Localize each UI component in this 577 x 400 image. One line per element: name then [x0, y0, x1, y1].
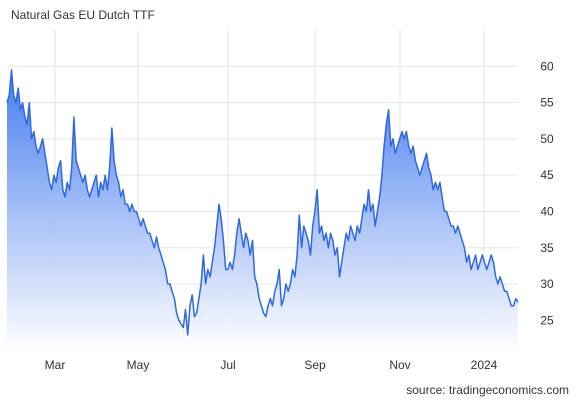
x-tick-label: May	[127, 358, 150, 372]
x-tick-label: Nov	[389, 358, 410, 372]
x-tick-label: 2024	[471, 358, 498, 372]
y-tick-label: 60	[540, 59, 554, 73]
y-tick-label: 40	[540, 204, 554, 218]
y-tick-label: 30	[540, 277, 554, 291]
y-tick-label: 45	[540, 168, 554, 182]
x-tick-label: Sep	[304, 358, 326, 372]
chart-title: Natural Gas EU Dutch TTF	[11, 8, 155, 22]
y-tick-label: 25	[540, 313, 554, 327]
series-line	[6, 69, 519, 336]
x-tick-label: Mar	[45, 358, 66, 372]
y-tick-label: 55	[540, 96, 554, 110]
y-tick-label: 35	[540, 241, 554, 255]
y-tick-label: 50	[540, 132, 554, 146]
source-attribution: source: tradingeconomics.com	[406, 383, 569, 397]
x-tick-label: Jul	[220, 358, 235, 372]
